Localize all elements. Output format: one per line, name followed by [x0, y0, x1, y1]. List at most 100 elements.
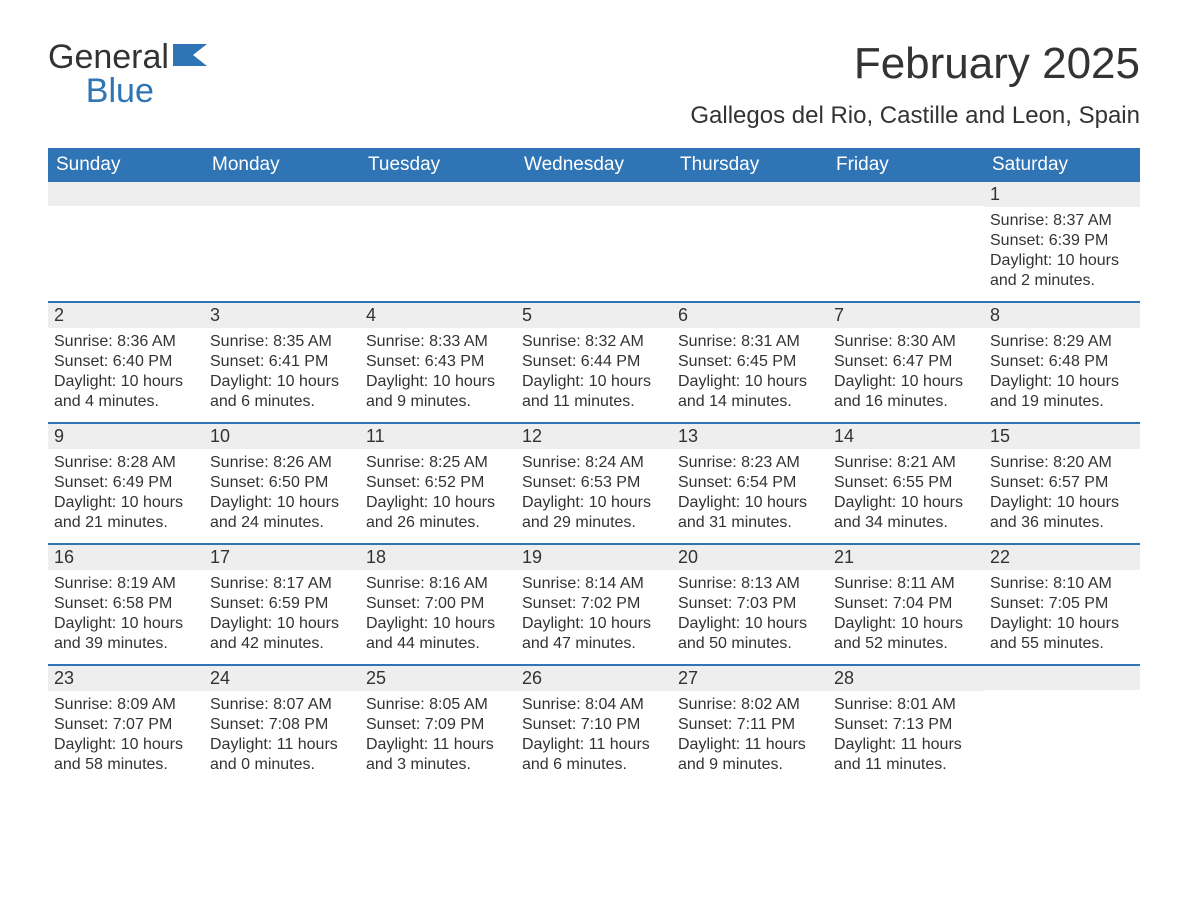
flag-icon	[173, 44, 207, 71]
day-cell: 23Sunrise: 8:09 AMSunset: 7:07 PMDayligh…	[48, 666, 204, 785]
day-cell	[48, 182, 204, 301]
day-number: 27	[672, 666, 828, 691]
sunset-text: Sunset: 7:02 PM	[522, 594, 666, 614]
sunset-text: Sunset: 6:50 PM	[210, 473, 354, 493]
sunset-text: Sunset: 7:09 PM	[366, 715, 510, 735]
day-cell: 2Sunrise: 8:36 AMSunset: 6:40 PMDaylight…	[48, 303, 204, 422]
sunset-text: Sunset: 6:49 PM	[54, 473, 198, 493]
day-cell: 10Sunrise: 8:26 AMSunset: 6:50 PMDayligh…	[204, 424, 360, 543]
day-cell: 24 Sunrise: 8:07 AMSunset: 7:08 PMDayligh…	[204, 666, 360, 785]
day-cell: 16Sunrise: 8:19 AMSunset: 6:58 PMDayligh…	[48, 545, 204, 664]
week-row: 16Sunrise: 8:19 AMSunset: 6:58 PMDayligh…	[48, 543, 1140, 664]
day-number	[828, 182, 984, 206]
day-number: 4	[360, 303, 516, 328]
daylight-text: Daylight: 10 hours and 42 minutes.	[210, 614, 354, 654]
daylight-text: Daylight: 10 hours and 24 minutes.	[210, 493, 354, 533]
sunrise-text: Sunrise: 8:17 AM	[210, 574, 354, 594]
sunrise-text: Sunrise: 8:05 AM	[366, 695, 510, 715]
day-number: 16	[48, 545, 204, 570]
day-cell: 27Sunrise: 8:02 AMSunset: 7:11 PMDayligh…	[672, 666, 828, 785]
dow-cell: Sunday	[48, 148, 204, 182]
day-cell: 28Sunrise: 8:01 AMSunset: 7:13 PMDayligh…	[828, 666, 984, 785]
daylight-text: Daylight: 10 hours and 19 minutes.	[990, 372, 1134, 412]
daylight-text: Daylight: 10 hours and 21 minutes.	[54, 493, 198, 533]
daylight-text: Daylight: 10 hours and 50 minutes.	[678, 614, 822, 654]
day-cell: 17 Sunrise: 8:17 AMSunset: 6:59 PMDayligh…	[204, 545, 360, 664]
day-cell: 14Sunrise: 8:21 AMSunset: 6:55 PMDayligh…	[828, 424, 984, 543]
day-number: 24	[204, 666, 360, 691]
day-number: 18	[360, 545, 516, 570]
sunrise-text: Sunrise: 8:37 AM	[990, 211, 1134, 231]
day-cell: 20Sunrise: 8:13 AMSunset: 7:03 PMDayligh…	[672, 545, 828, 664]
day-number: 12	[516, 424, 672, 449]
sunrise-text: Sunrise: 8:23 AM	[678, 453, 822, 473]
sunset-text: Sunset: 6:57 PM	[990, 473, 1134, 493]
day-cell: 6Sunrise: 8:31 AMSunset: 6:45 PMDaylight…	[672, 303, 828, 422]
day-number: 7	[828, 303, 984, 328]
sunset-text: Sunset: 7:04 PM	[834, 594, 978, 614]
day-number: 1	[984, 182, 1140, 207]
sunset-text: Sunset: 7:08 PM	[210, 715, 354, 735]
daylight-text: Daylight: 10 hours and 16 minutes.	[834, 372, 978, 412]
day-cell: 21Sunrise: 8:11 AMSunset: 7:04 PMDayligh…	[828, 545, 984, 664]
sunrise-text: Sunrise: 8:21 AM	[834, 453, 978, 473]
day-cell: 22Sunrise: 8:10 AMSunset: 7:05 PMDayligh…	[984, 545, 1140, 664]
daylight-text: Daylight: 10 hours and 6 minutes.	[210, 372, 354, 412]
day-of-week-header: SundayMondayTuesdayWednesdayThursdayFrid…	[48, 148, 1140, 182]
sunset-text: Sunset: 7:03 PM	[678, 594, 822, 614]
sunset-text: Sunset: 6:48 PM	[990, 352, 1134, 372]
day-number: 11	[360, 424, 516, 449]
title-block: February 2025 Gallegos del Rio, Castille…	[690, 40, 1140, 130]
sunrise-text: Sunrise: 8:14 AM	[522, 574, 666, 594]
daylight-text: Daylight: 10 hours and 26 minutes.	[366, 493, 510, 533]
sunset-text: Sunset: 7:05 PM	[990, 594, 1134, 614]
day-number: 13	[672, 424, 828, 449]
daylight-text: Daylight: 11 hours and 0 minutes.	[210, 735, 354, 775]
sunrise-text: Sunrise: 8:25 AM	[366, 453, 510, 473]
day-cell: 26Sunrise: 8:04 AMSunset: 7:10 PMDayligh…	[516, 666, 672, 785]
day-number: 15	[984, 424, 1140, 449]
sunset-text: Sunset: 7:10 PM	[522, 715, 666, 735]
day-number: 21	[828, 545, 984, 570]
day-cell: 19Sunrise: 8:14 AMSunset: 7:02 PMDayligh…	[516, 545, 672, 664]
daylight-text: Daylight: 10 hours and 44 minutes.	[366, 614, 510, 654]
sunset-text: Sunset: 6:54 PM	[678, 473, 822, 493]
daylight-text: Daylight: 10 hours and 36 minutes.	[990, 493, 1134, 533]
daylight-text: Daylight: 11 hours and 3 minutes.	[366, 735, 510, 775]
day-number: 8	[984, 303, 1140, 328]
day-number	[984, 666, 1140, 690]
day-cell: 7Sunrise: 8:30 AMSunset: 6:47 PMDaylight…	[828, 303, 984, 422]
daylight-text: Daylight: 11 hours and 11 minutes.	[834, 735, 978, 775]
daylight-text: Daylight: 10 hours and 55 minutes.	[990, 614, 1134, 654]
week-row: 2Sunrise: 8:36 AMSunset: 6:40 PMDaylight…	[48, 301, 1140, 422]
sunset-text: Sunset: 6:59 PM	[210, 594, 354, 614]
sunrise-text: Sunrise: 8:02 AM	[678, 695, 822, 715]
day-number: 17	[204, 545, 360, 570]
week-row: 9Sunrise: 8:28 AMSunset: 6:49 PMDaylight…	[48, 422, 1140, 543]
sunrise-text: Sunrise: 8:16 AM	[366, 574, 510, 594]
sunset-text: Sunset: 6:39 PM	[990, 231, 1134, 251]
daylight-text: Daylight: 10 hours and 29 minutes.	[522, 493, 666, 533]
daylight-text: Daylight: 10 hours and 52 minutes.	[834, 614, 978, 654]
day-cell: 4Sunrise: 8:33 AMSunset: 6:43 PMDaylight…	[360, 303, 516, 422]
sunrise-text: Sunrise: 8:35 AM	[210, 332, 354, 352]
sunrise-text: Sunrise: 8:07 AM	[210, 695, 354, 715]
day-number: 26	[516, 666, 672, 691]
sunset-text: Sunset: 6:58 PM	[54, 594, 198, 614]
daylight-text: Daylight: 11 hours and 6 minutes.	[522, 735, 666, 775]
sunrise-text: Sunrise: 8:28 AM	[54, 453, 198, 473]
dow-cell: Thursday	[672, 148, 828, 182]
day-number	[360, 182, 516, 206]
daylight-text: Daylight: 10 hours and 14 minutes.	[678, 372, 822, 412]
day-number: 22	[984, 545, 1140, 570]
day-number: 19	[516, 545, 672, 570]
sunset-text: Sunset: 6:40 PM	[54, 352, 198, 372]
sunrise-text: Sunrise: 8:24 AM	[522, 453, 666, 473]
brand-text: General Blue	[48, 40, 169, 108]
sunset-text: Sunset: 6:45 PM	[678, 352, 822, 372]
dow-cell: Tuesday	[360, 148, 516, 182]
day-number: 3	[204, 303, 360, 328]
week-row: 1Sunrise: 8:37 AMSunset: 6:39 PMDaylight…	[48, 182, 1140, 301]
day-cell: 12Sunrise: 8:24 AMSunset: 6:53 PMDayligh…	[516, 424, 672, 543]
sunrise-text: Sunrise: 8:29 AM	[990, 332, 1134, 352]
